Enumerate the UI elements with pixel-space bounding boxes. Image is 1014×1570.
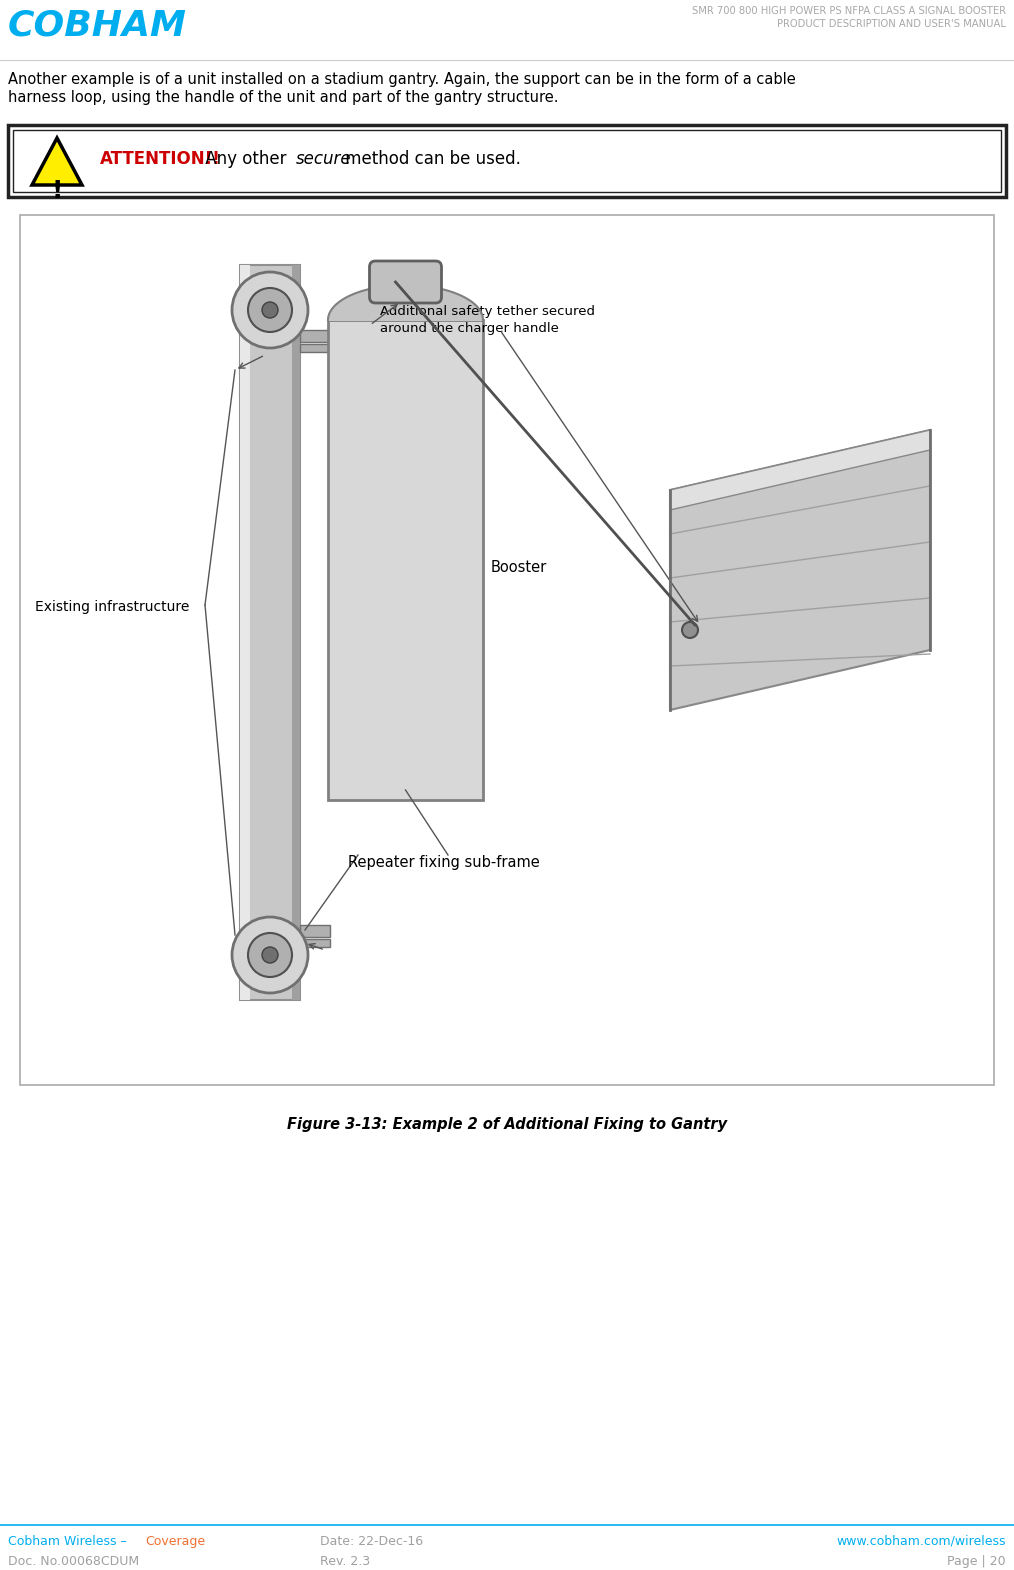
Text: Doc. No.00068CDUM: Doc. No.00068CDUM: [8, 1554, 139, 1568]
Text: Another example is of a unit installed on a stadium gantry. Again, the support c: Another example is of a unit installed o…: [8, 72, 796, 86]
Text: Any other: Any other: [200, 151, 292, 168]
Polygon shape: [670, 430, 930, 710]
Circle shape: [248, 933, 292, 977]
Text: method can be used.: method can be used.: [340, 151, 521, 168]
Text: www.cobham.com/wireless: www.cobham.com/wireless: [837, 1535, 1006, 1548]
Text: Cobham Wireless –: Cobham Wireless –: [8, 1535, 131, 1548]
FancyBboxPatch shape: [399, 739, 443, 776]
FancyBboxPatch shape: [358, 663, 453, 727]
FancyBboxPatch shape: [328, 320, 483, 801]
Text: Booster: Booster: [491, 560, 548, 575]
Circle shape: [232, 917, 308, 992]
FancyBboxPatch shape: [358, 532, 453, 608]
FancyBboxPatch shape: [343, 380, 468, 490]
FancyBboxPatch shape: [343, 739, 388, 776]
FancyBboxPatch shape: [300, 344, 330, 352]
FancyBboxPatch shape: [240, 265, 300, 1000]
FancyBboxPatch shape: [358, 392, 453, 477]
FancyBboxPatch shape: [292, 265, 300, 1000]
FancyBboxPatch shape: [343, 520, 468, 620]
Text: Coverage: Coverage: [145, 1535, 205, 1548]
Circle shape: [262, 301, 278, 319]
Text: Existing infrastructure: Existing infrastructure: [35, 600, 190, 614]
FancyBboxPatch shape: [300, 925, 330, 937]
Text: Additional safety tether secured: Additional safety tether secured: [380, 305, 595, 319]
Text: SMR 700 800 HIGH POWER PS NFPA CLASS A SIGNAL BOOSTER: SMR 700 800 HIGH POWER PS NFPA CLASS A S…: [692, 6, 1006, 16]
Text: harness loop, using the handle of the unit and part of the gantry structure.: harness loop, using the handle of the un…: [8, 89, 559, 105]
Circle shape: [232, 272, 308, 349]
Text: Repeater fixing sub-frame: Repeater fixing sub-frame: [348, 856, 539, 870]
Polygon shape: [328, 286, 483, 320]
Text: Rev. 2.3: Rev. 2.3: [320, 1554, 370, 1568]
Polygon shape: [670, 430, 930, 510]
FancyBboxPatch shape: [343, 650, 468, 739]
Text: ATTENTION!!: ATTENTION!!: [100, 151, 221, 168]
FancyBboxPatch shape: [300, 939, 330, 947]
FancyBboxPatch shape: [240, 265, 250, 1000]
Text: secure: secure: [296, 151, 352, 168]
FancyBboxPatch shape: [8, 126, 1006, 196]
Circle shape: [262, 947, 278, 962]
FancyBboxPatch shape: [20, 215, 994, 1085]
Polygon shape: [32, 138, 82, 185]
Circle shape: [682, 622, 698, 637]
FancyBboxPatch shape: [369, 261, 441, 303]
Text: PRODUCT DESCRIPTION AND USER'S MANUAL: PRODUCT DESCRIPTION AND USER'S MANUAL: [777, 19, 1006, 28]
Text: Page | 20: Page | 20: [947, 1554, 1006, 1568]
Text: Figure 3-13: Example 2 of Additional Fixing to Gantry: Figure 3-13: Example 2 of Additional Fix…: [287, 1116, 727, 1132]
Text: around the charger handle: around the charger handle: [380, 322, 559, 334]
Text: Date: 22-Dec-16: Date: 22-Dec-16: [320, 1535, 423, 1548]
FancyBboxPatch shape: [13, 130, 1001, 192]
Circle shape: [248, 287, 292, 331]
Text: !: !: [52, 179, 63, 203]
FancyBboxPatch shape: [300, 330, 330, 342]
Text: COBHAM: COBHAM: [8, 8, 187, 42]
